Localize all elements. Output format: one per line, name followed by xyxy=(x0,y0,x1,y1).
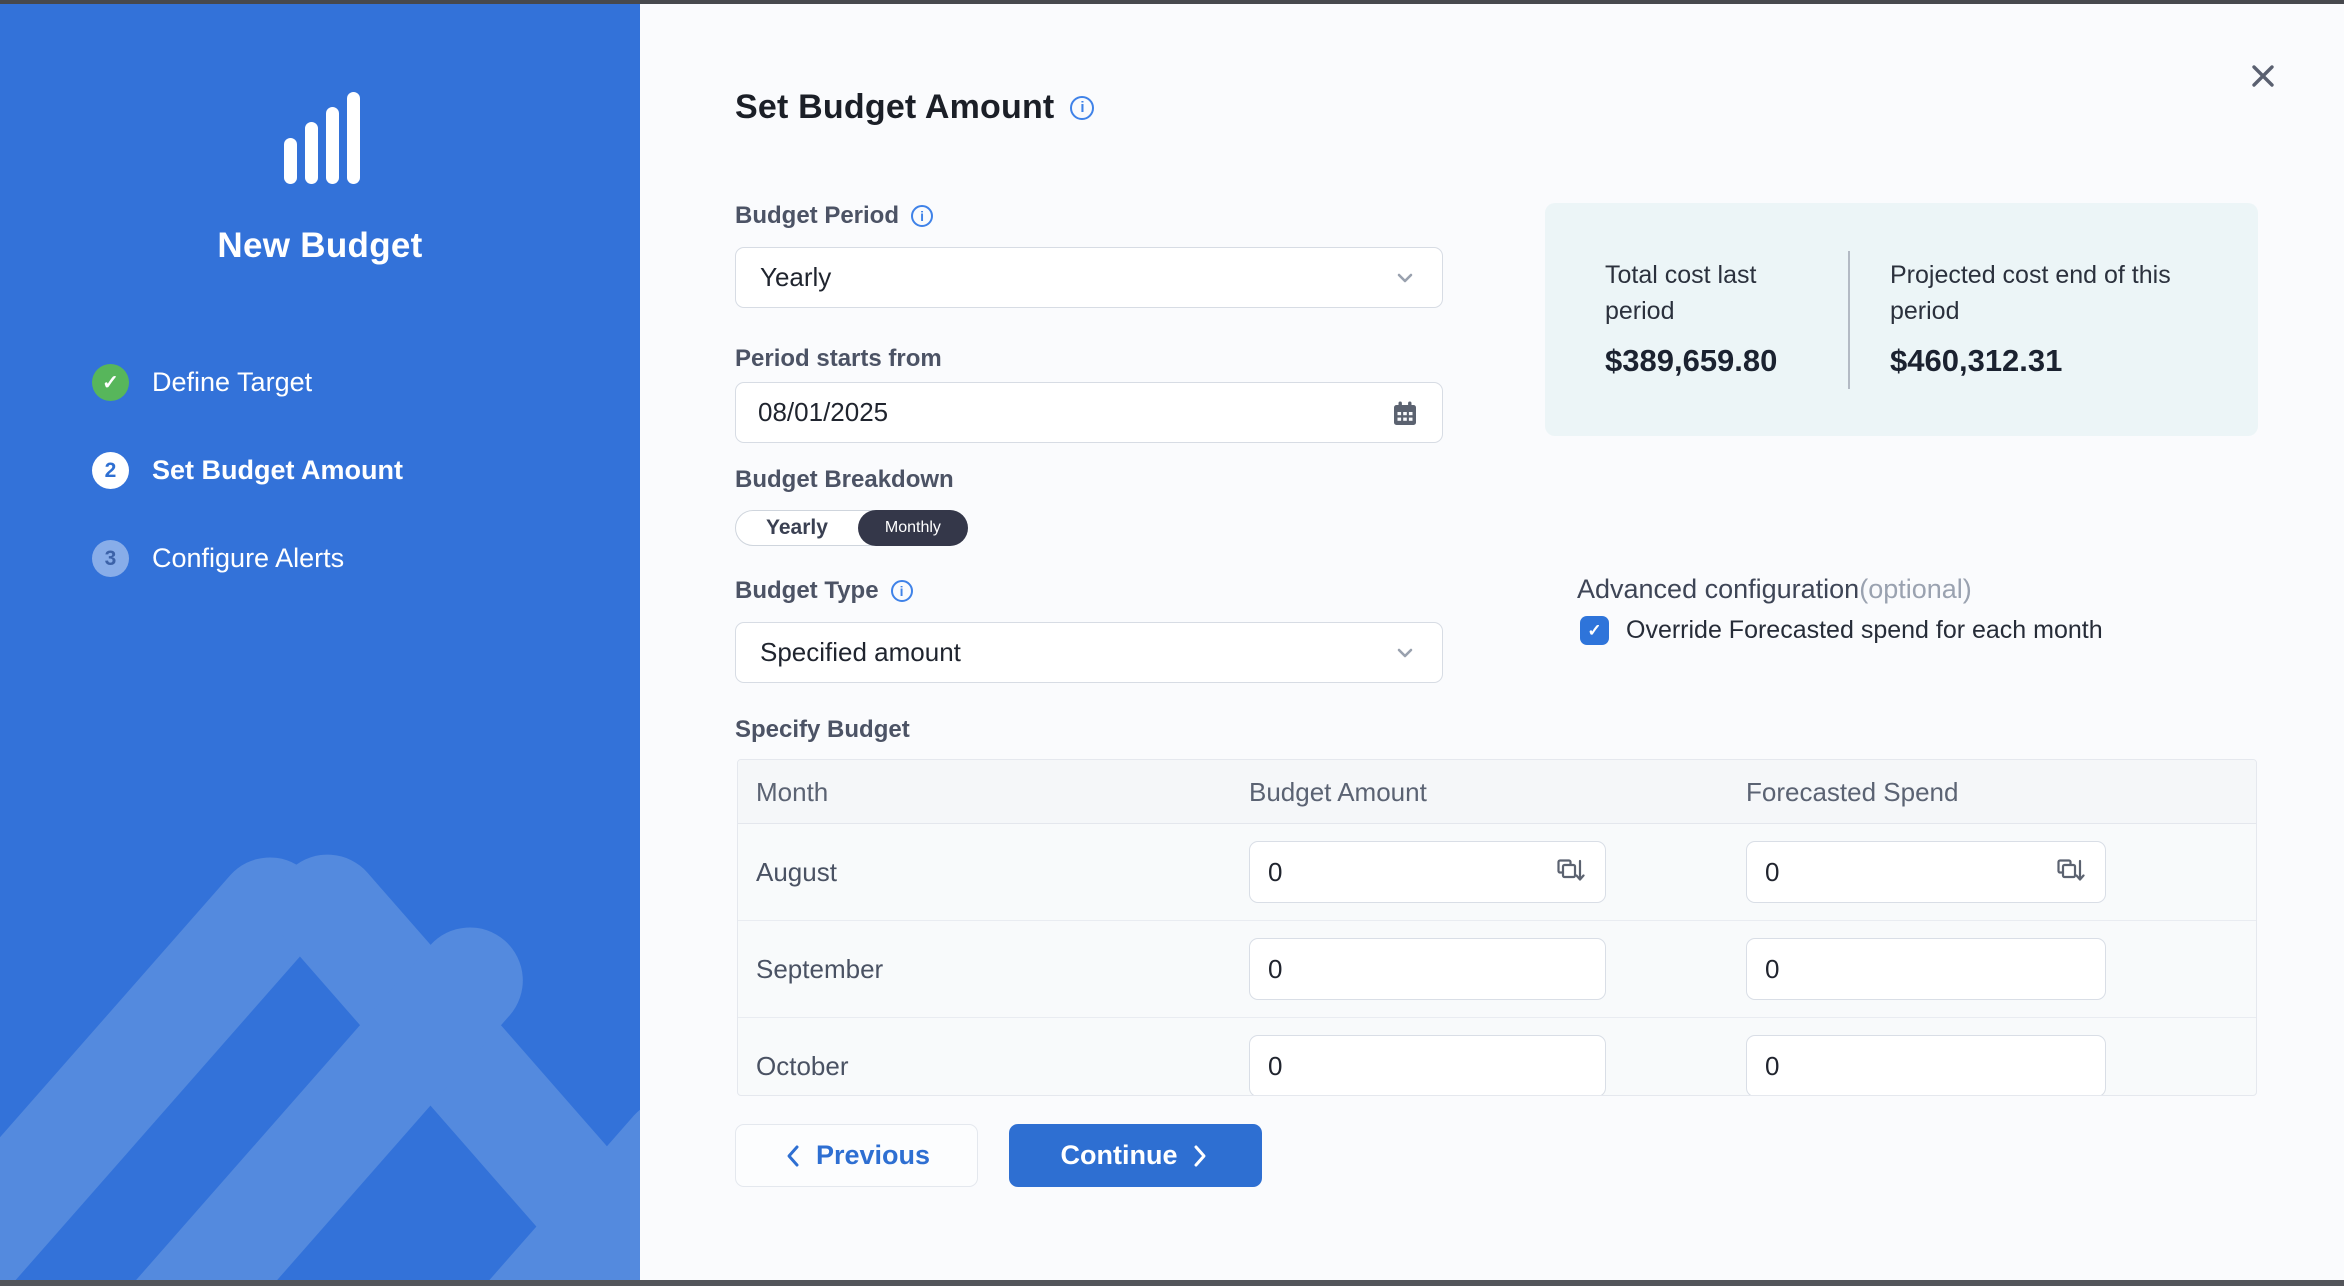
period-starts-label-row: Period starts from xyxy=(735,345,942,373)
budget-breakdown-toggle: Yearly Monthly xyxy=(735,510,968,546)
window-frame-bottom xyxy=(0,1280,2344,1286)
page-title: Set Budget Amount xyxy=(735,88,1055,126)
step-set-budget-amount[interactable]: 2 Set Budget Amount xyxy=(92,452,403,489)
table-row-october: October xyxy=(738,1018,2256,1095)
advanced-configuration-title: Advanced configuration xyxy=(1577,574,1860,604)
cost-summary-panel: Total cost last period $389,659.80 Proje… xyxy=(1545,203,2258,436)
forecasted-spend-input[interactable] xyxy=(1765,856,2053,888)
close-button[interactable] xyxy=(2243,56,2283,96)
budget-breakdown-label: Budget Breakdown xyxy=(735,466,954,493)
continue-button-label: Continue xyxy=(1060,1140,1178,1170)
step-label: Configure Alerts xyxy=(152,543,345,573)
window-frame-top xyxy=(0,0,2344,4)
step-done-check-icon: ✓ xyxy=(92,364,129,401)
budget-type-label: Budget Type xyxy=(735,577,879,604)
budget-amount-field xyxy=(1249,938,1606,1000)
projected-cost-value: $460,312.31 xyxy=(1890,343,2063,378)
override-forecast-checkbox[interactable]: ✓ xyxy=(1580,616,1609,645)
step-configure-alerts[interactable]: 3 Configure Alerts xyxy=(92,540,403,577)
step-define-target[interactable]: ✓ Define Target xyxy=(92,364,403,401)
forecasted-spend-field xyxy=(1746,841,2106,903)
period-start-date-input[interactable] xyxy=(758,397,1298,428)
info-icon[interactable]: i xyxy=(911,205,934,227)
page-title-row: Set Budget Amount i xyxy=(735,88,1095,127)
continue-button[interactable]: Continue xyxy=(1009,1124,1262,1187)
period-start-date-field[interactable] xyxy=(735,382,1443,443)
table-row-august: August xyxy=(738,824,2256,921)
step-label: Set Budget Amount xyxy=(152,455,403,485)
specify-budget-label: Specify Budget xyxy=(735,716,910,743)
override-forecast-row: ✓ Override Forecasted spend for each mon… xyxy=(1580,616,2103,645)
month-cell: September xyxy=(756,954,884,984)
budget-type-value: Specified amount xyxy=(760,637,961,667)
toggle-option-yearly[interactable]: Yearly xyxy=(766,516,828,539)
info-icon[interactable]: i xyxy=(890,580,913,602)
budget-amount-field xyxy=(1249,841,1606,903)
toggle-option-monthly[interactable]: Monthly xyxy=(857,510,968,546)
step-label: Define Target xyxy=(152,367,313,397)
budget-period-label-row: Budget Period i xyxy=(735,202,934,230)
forecasted-spend-input[interactable] xyxy=(1765,1050,2087,1082)
info-icon[interactable]: i xyxy=(1070,95,1095,120)
budget-amount-input[interactable] xyxy=(1268,1050,1587,1082)
budget-type-select[interactable]: Specified amount xyxy=(735,622,1443,683)
copy-down-icon xyxy=(1557,859,1585,881)
bar-chart-icon xyxy=(284,92,360,184)
set-budget-amount-panel: Set Budget Amount i Budget Period i Year… xyxy=(640,4,2344,1280)
budget-amount-field xyxy=(1249,1035,1606,1095)
calendar-icon[interactable] xyxy=(1390,398,1420,428)
chevron-down-icon xyxy=(1397,648,1413,657)
budget-period-label: Budget Period xyxy=(735,202,900,229)
table-header-row: Month Budget Amount Forecasted Spend xyxy=(738,760,2256,824)
budget-amount-input[interactable] xyxy=(1268,953,1587,985)
advanced-configuration-heading: Advanced configuration(optional) xyxy=(1577,574,1972,605)
projected-cost-label: Projected cost end of this period xyxy=(1890,261,2171,326)
step-number-badge: 3 xyxy=(92,540,129,577)
column-header-forecasted-spend: Forecasted Spend xyxy=(1746,777,1959,807)
summary-divider xyxy=(1848,251,1850,389)
close-icon xyxy=(2252,65,2274,87)
copy-down-icon xyxy=(2057,859,2085,881)
column-header-month: Month xyxy=(756,777,829,807)
month-cell: August xyxy=(756,857,837,887)
chevron-right-icon xyxy=(1194,1145,1206,1166)
wizard-sidebar: New Budget ✓ Define Target 2 Set Budget … xyxy=(0,4,640,1280)
total-cost-last-period-value: $389,659.80 xyxy=(1605,343,1778,378)
copy-down-button[interactable] xyxy=(1553,855,1587,889)
step-number-badge: 2 xyxy=(92,452,129,489)
copy-down-button[interactable] xyxy=(2053,855,2087,889)
budget-period-value: Yearly xyxy=(760,262,832,292)
wizard-steps: ✓ Define Target 2 Set Budget Amount 3 Co… xyxy=(92,364,403,577)
table-row-september: September xyxy=(738,921,2256,1018)
forecasted-spend-input[interactable] xyxy=(1765,953,2087,985)
forecasted-spend-field xyxy=(1746,938,2106,1000)
forecasted-spend-field xyxy=(1746,1035,2106,1095)
column-header-budget-amount: Budget Amount xyxy=(1249,777,1427,807)
chevron-down-icon xyxy=(1397,273,1413,282)
specify-budget-table: Month Budget Amount Forecasted Spend Aug… xyxy=(737,759,2257,1096)
wizard-title: New Budget xyxy=(217,226,423,265)
budget-period-select[interactable]: Yearly xyxy=(735,247,1443,308)
previous-button-label: Previous xyxy=(815,1140,931,1170)
override-forecast-label: Override Forecasted spend for each month xyxy=(1626,616,2103,644)
period-starts-label: Period starts from xyxy=(735,345,942,372)
budget-breakdown-label-row: Budget Breakdown xyxy=(735,466,954,494)
month-cell: October xyxy=(756,1051,849,1081)
total-cost-last-period-label: Total cost last period xyxy=(1605,261,1757,326)
advanced-configuration-optional: (optional) xyxy=(1859,574,1972,604)
budget-type-label-row: Budget Type i xyxy=(735,577,913,605)
budget-amount-input[interactable] xyxy=(1268,856,1553,888)
chevron-left-icon xyxy=(787,1145,799,1166)
previous-button[interactable]: Previous xyxy=(735,1124,978,1187)
